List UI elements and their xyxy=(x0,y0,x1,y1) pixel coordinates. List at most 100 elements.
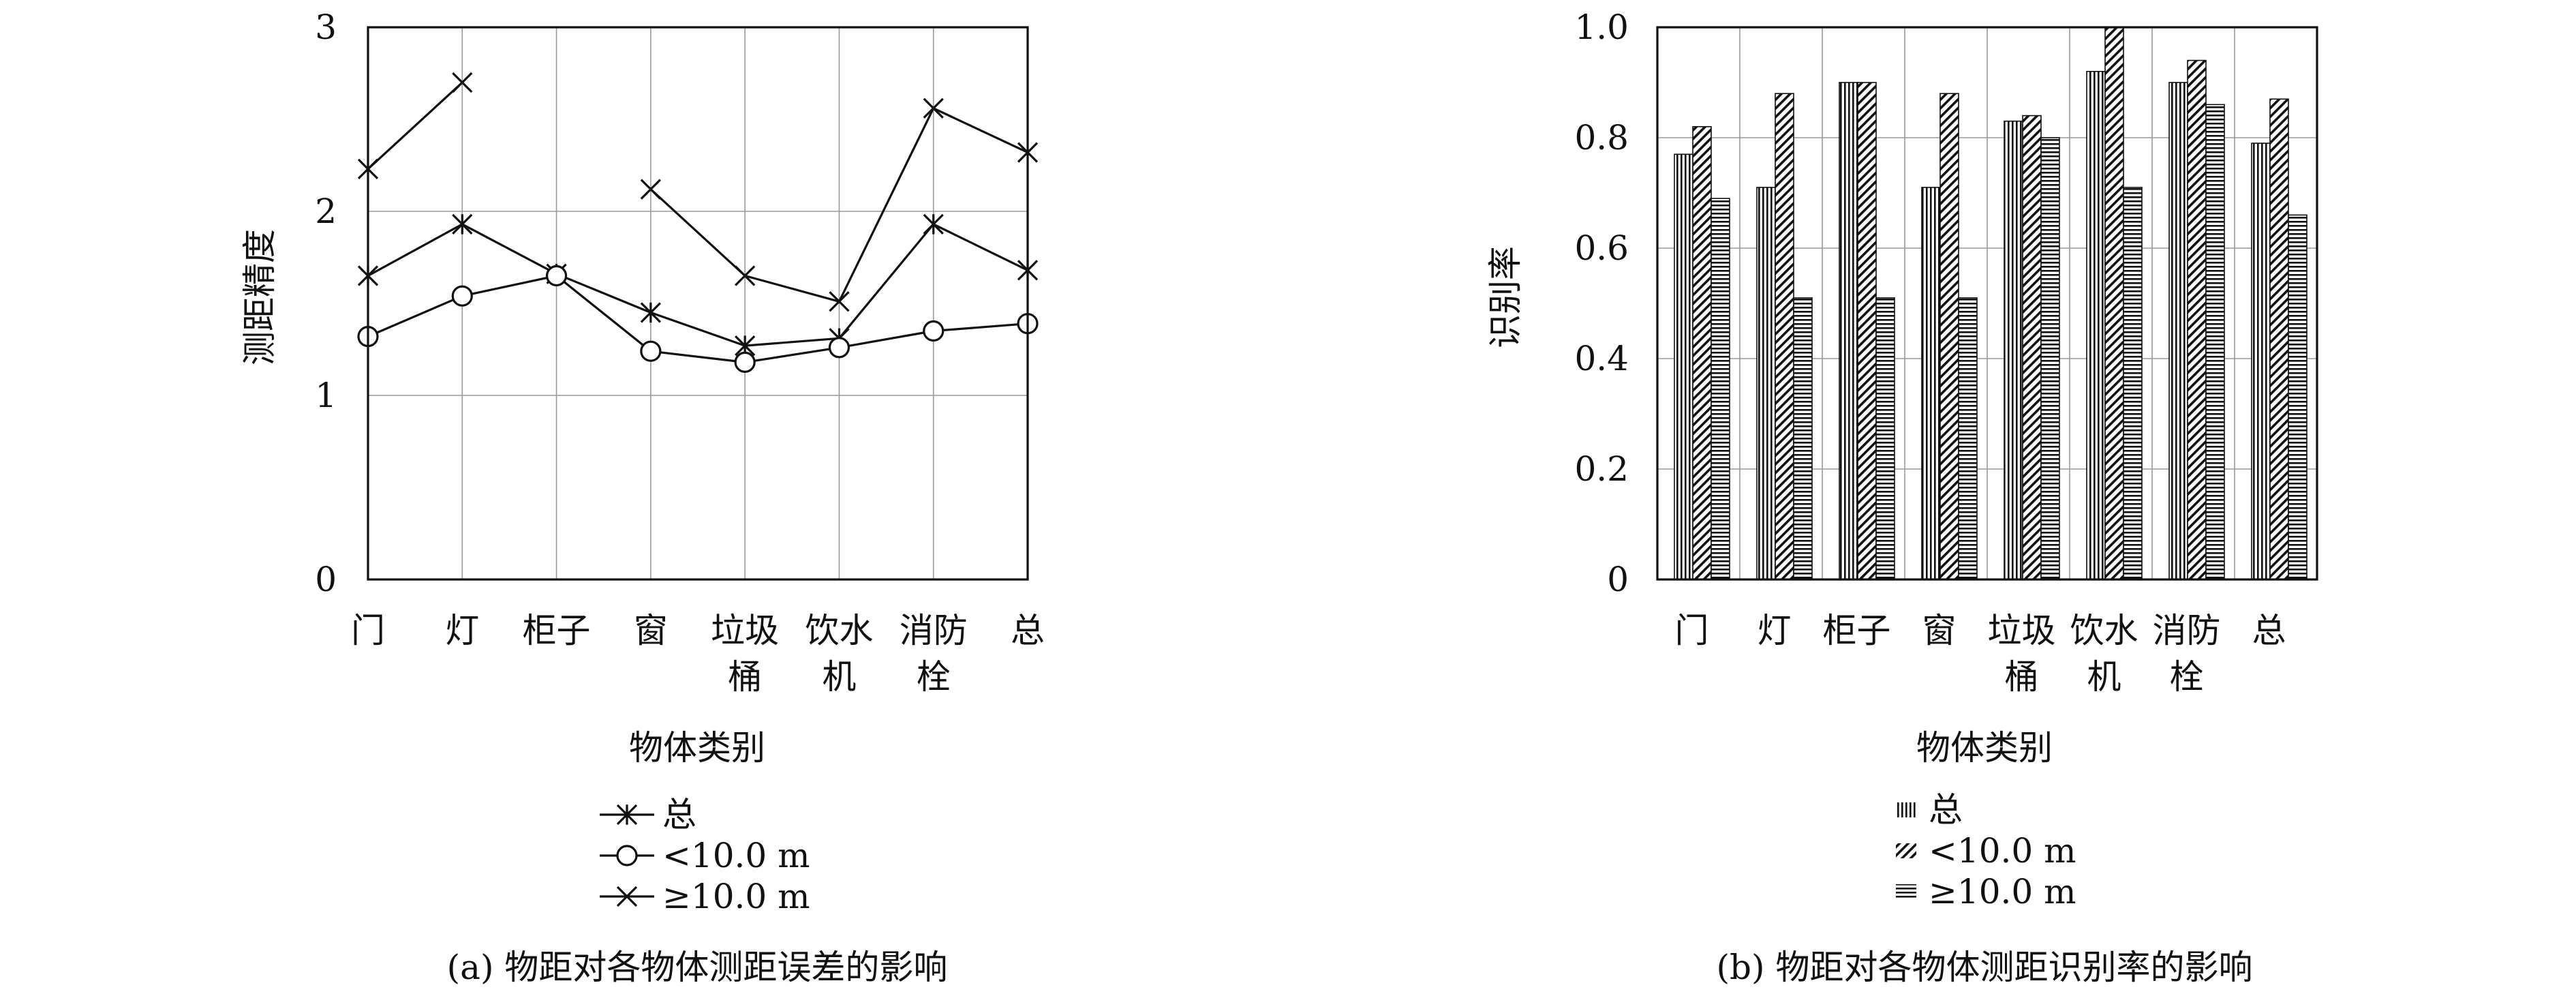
chart-b-bar xyxy=(1692,126,1712,580)
chart-a-plot-border xyxy=(367,26,1029,581)
chart-b-y-tick-label: 1.0 xyxy=(1574,7,1629,47)
chart-a-x-tick-label: 总 xyxy=(1011,611,1045,650)
chart-a-x-tick-label: 机 xyxy=(822,657,856,697)
chart-a-data-point xyxy=(923,320,945,342)
chart-b-x-tick-label: 桶 xyxy=(2005,657,2039,697)
circle-marker-icon xyxy=(451,285,473,307)
chart-a-series-line xyxy=(367,274,1028,363)
chart-a-x-tick-label: 门 xyxy=(351,611,385,650)
chart-a-y-tick-label: 2 xyxy=(315,192,337,231)
chart-b-caption: (b) 物距对各物体测距识别率的影响 xyxy=(1717,948,2253,987)
chart-b-x-tick-label: 垃圾 xyxy=(1988,611,2056,650)
chart-b-plot-border xyxy=(1656,26,2318,581)
chart-b-bar xyxy=(2123,187,2143,580)
chart-b-legend-item: <10.0 m xyxy=(1896,831,2076,871)
chart-b-legend-label: ≥10.0 m xyxy=(1929,872,2076,911)
chart-b-bars xyxy=(1674,27,2307,580)
asterisk-marker-icon xyxy=(616,804,638,826)
chart-b-bar xyxy=(1875,297,1895,580)
legend-pattern-swatch xyxy=(1896,843,1916,858)
chart-a-x-tick-label: 栓 xyxy=(917,657,951,697)
chart-b-bar xyxy=(1939,93,1959,580)
chart-b-bar xyxy=(2004,120,2023,580)
chart-b-y-tick-labels: 0 0.2 0.4 0.6 0.8 1.0 xyxy=(1574,7,1629,599)
chart-b-legend-item: 总 xyxy=(1896,790,1963,830)
circle-marker-icon xyxy=(923,320,945,342)
legend-pattern-swatch xyxy=(1896,802,1916,817)
chart-b-bar xyxy=(1958,297,1978,580)
chart-b-x-tick-labels: 门 灯柜子窗垃圾桶饮水机消防栓 总 xyxy=(1675,611,2286,697)
chart-a-data-point xyxy=(828,337,850,359)
chart-a-legend-label: ≥10.0 m xyxy=(662,877,810,916)
chart-a-data-point xyxy=(734,351,756,374)
recognition-rate-bar-chart: 00.20.40.60.81.0 门灯柜子窗垃圾桶饮水机消防栓总 识别率 物体类… xyxy=(1486,7,2318,987)
range-accuracy-line-chart: 0123 门灯柜子窗垃圾桶饮水机消防栓总 测距精度 物体类别 总<10.0 m≥… xyxy=(240,7,1045,987)
legend-pattern-swatch xyxy=(1896,884,1916,899)
chart-b-frame xyxy=(1656,26,2318,581)
chart-b-y-axis-label: 识别率 xyxy=(1486,246,1525,348)
chart-b-x-tick-label: 门 xyxy=(1675,611,1709,650)
circle-marker-icon xyxy=(616,845,638,866)
chart-b-x-tick-label: 灯 xyxy=(1758,611,1792,650)
chart-a-x-tick-labels: 门 灯 柜子 窗 垃圾桶 饮水机 消防栓 总 xyxy=(351,611,1045,697)
chart-a-data-point xyxy=(923,213,944,235)
chart-a-y-axis-label: 测距精度 xyxy=(240,229,279,365)
chart-a-frame xyxy=(367,26,1029,581)
chart-a-legend-item: ≥10.0 m xyxy=(600,877,810,916)
chart-b-bar xyxy=(1711,198,1730,580)
chart-b-bar xyxy=(2187,59,2207,580)
chart-b-bar xyxy=(2086,71,2106,580)
chart-a-data-point xyxy=(452,72,473,93)
chart-b-bar xyxy=(2022,115,2042,580)
chart-b-bar xyxy=(2251,142,2271,580)
chart-b-bar xyxy=(1839,82,1858,580)
circle-marker-icon xyxy=(828,337,850,359)
chart-b-y-tick-label: 0.2 xyxy=(1574,449,1629,489)
chart-b-y-tick-label: 0 xyxy=(1607,560,1629,599)
chart-a-x-tick-label: 窗 xyxy=(634,611,668,650)
chart-b-series-horizontal xyxy=(1711,104,2307,580)
chart-b-bar xyxy=(1756,187,1776,580)
circle-marker-icon xyxy=(640,340,662,362)
chart-a-y-tick-labels: 0 1 2 3 xyxy=(315,7,337,599)
chart-a-series-circle xyxy=(357,265,1039,374)
cross-marker-icon xyxy=(829,291,850,312)
chart-b-legend-label: 总 xyxy=(1929,790,1963,830)
chart-a-grid xyxy=(368,27,1028,579)
chart-a-x-tick-label: 桶 xyxy=(728,657,762,697)
chart-b-bar xyxy=(2205,104,2225,580)
chart-a-legend-label: <10.0 m xyxy=(662,836,810,875)
chart-b-y-tick-label: 0.4 xyxy=(1574,339,1629,378)
chart-a-data-point xyxy=(640,302,661,323)
chart-b-bar xyxy=(1674,153,1693,580)
chart-b-bar xyxy=(1921,187,1941,580)
cross-marker-icon xyxy=(923,97,944,119)
asterisk-marker-icon xyxy=(452,213,473,235)
chart-b-bar xyxy=(1793,297,1813,580)
chart-b-x-tick-label: 窗 xyxy=(1922,611,1957,650)
chart-b-y-tick-label: 0.6 xyxy=(1574,228,1629,268)
chart-a-series-line xyxy=(367,223,1028,347)
cross-marker-icon xyxy=(735,265,756,286)
chart-b-series-vertical xyxy=(1674,71,2271,580)
chart-b-x-tick-label: 饮水 xyxy=(2070,611,2138,650)
chart-a-x-tick-label: 柜子 xyxy=(523,611,591,650)
cross-marker-icon xyxy=(616,886,638,907)
chart-a-series-line xyxy=(367,81,1028,303)
chart-b-x-tick-label: 总 xyxy=(2252,611,2286,650)
chart-b-bar xyxy=(2269,98,2289,580)
chart-b-bar xyxy=(1857,82,1877,580)
circle-marker-icon xyxy=(545,265,568,287)
chart-a-x-axis-label: 物体类别 xyxy=(629,728,765,768)
chart-a-y-tick-label: 0 xyxy=(315,560,337,599)
chart-a-data-point xyxy=(923,97,944,119)
chart-b-bar xyxy=(2288,214,2307,580)
chart-b-x-tick-label: 柜子 xyxy=(1823,611,1891,650)
chart-a-legend-item: <10.0 m xyxy=(600,836,810,875)
chart-b-x-tick-label: 消防 xyxy=(2153,611,2221,650)
chart-a-caption: (a) 物距对各物体测距误差的影响 xyxy=(447,948,948,987)
chart-b-x-tick-label: 机 xyxy=(2087,657,2121,697)
chart-a-data-point xyxy=(640,179,661,200)
chart-a-x-tick-label: 消防 xyxy=(900,611,968,650)
